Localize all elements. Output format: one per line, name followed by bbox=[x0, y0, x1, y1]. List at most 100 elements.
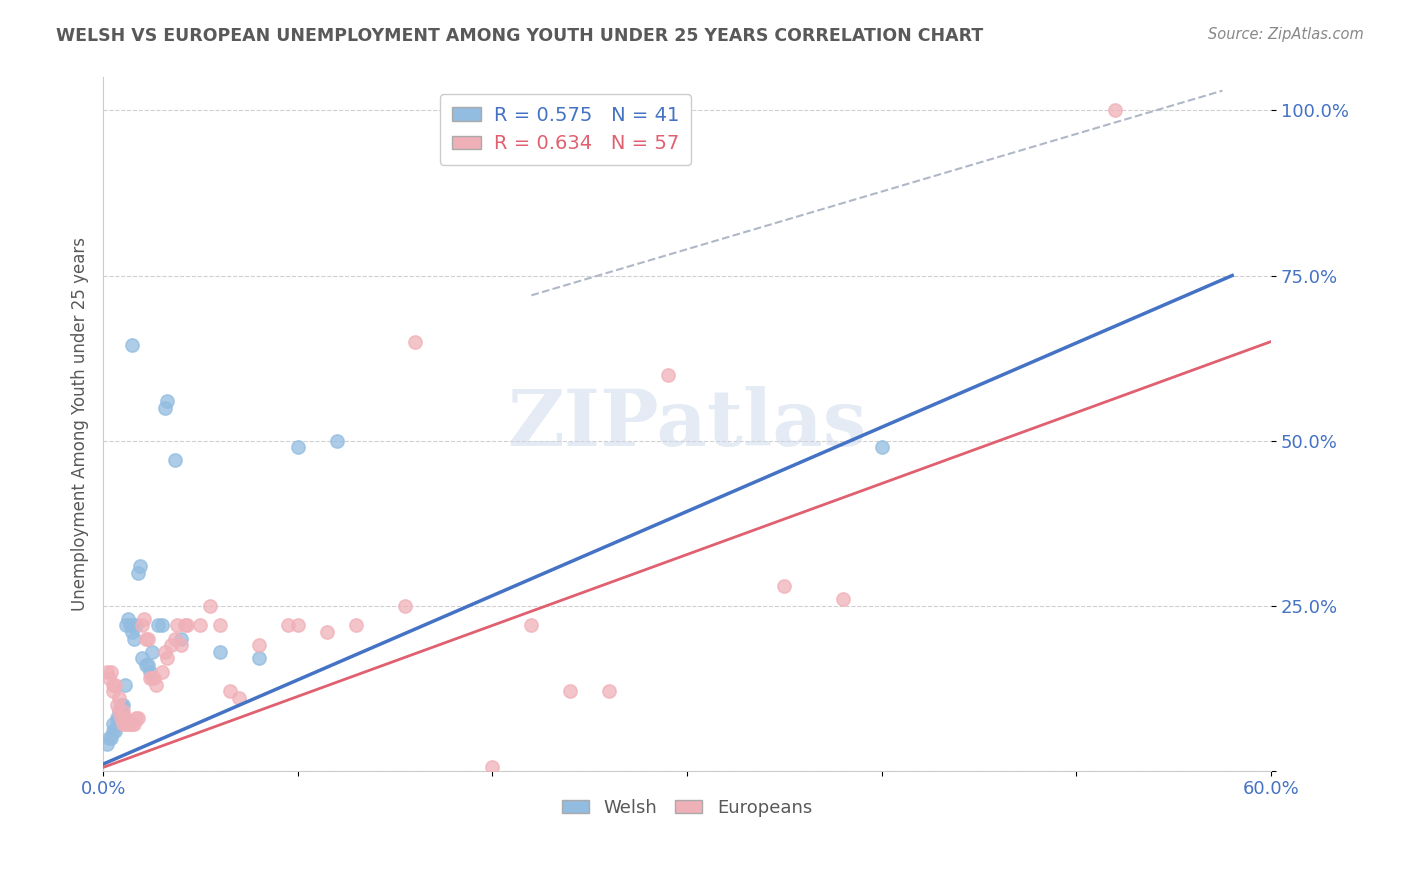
Point bbox=[139, 671, 162, 685]
Point bbox=[115, 618, 138, 632]
Point bbox=[146, 618, 169, 632]
Point bbox=[404, 334, 426, 349]
Text: WELSH VS EUROPEAN UNEMPLOYMENT AMONG YOUTH UNDER 25 YEARS CORRELATION CHART: WELSH VS EUROPEAN UNEMPLOYMENT AMONG YOU… bbox=[56, 27, 983, 45]
Point bbox=[218, 684, 240, 698]
Point bbox=[141, 645, 163, 659]
Point bbox=[105, 717, 128, 731]
Point bbox=[1104, 103, 1126, 118]
Point bbox=[657, 368, 679, 382]
Point bbox=[96, 665, 118, 679]
Point bbox=[121, 338, 143, 352]
Text: ZIPatlas: ZIPatlas bbox=[508, 386, 868, 462]
Point bbox=[124, 632, 146, 646]
Point bbox=[129, 559, 152, 574]
Point bbox=[111, 704, 134, 718]
Point bbox=[198, 599, 221, 613]
Point bbox=[176, 618, 198, 632]
Point bbox=[165, 453, 187, 467]
Point bbox=[155, 645, 177, 659]
Point bbox=[107, 691, 129, 706]
Point bbox=[127, 711, 149, 725]
Point bbox=[96, 737, 118, 751]
Point bbox=[145, 678, 167, 692]
Point bbox=[166, 618, 188, 632]
Point bbox=[136, 632, 159, 646]
Point bbox=[155, 401, 177, 415]
Point bbox=[170, 632, 193, 646]
Point bbox=[98, 671, 121, 685]
Point bbox=[344, 618, 367, 632]
Point bbox=[135, 632, 157, 646]
Point bbox=[121, 625, 143, 640]
Point bbox=[190, 618, 212, 632]
Point bbox=[101, 717, 124, 731]
Point bbox=[165, 632, 187, 646]
Point bbox=[101, 678, 124, 692]
Point bbox=[111, 717, 134, 731]
Point bbox=[120, 717, 142, 731]
Point bbox=[287, 618, 309, 632]
Point bbox=[287, 440, 309, 454]
Point bbox=[101, 724, 124, 739]
Point bbox=[104, 724, 127, 739]
Point bbox=[325, 434, 347, 448]
Point bbox=[104, 678, 127, 692]
Legend: Welsh, Europeans: Welsh, Europeans bbox=[555, 791, 820, 824]
Point bbox=[228, 691, 250, 706]
Point bbox=[125, 711, 148, 725]
Point bbox=[98, 731, 121, 745]
Point bbox=[141, 671, 163, 685]
Point bbox=[598, 684, 620, 698]
Point bbox=[277, 618, 299, 632]
Point bbox=[117, 717, 139, 731]
Point bbox=[136, 658, 159, 673]
Point bbox=[105, 711, 128, 725]
Point bbox=[114, 711, 136, 725]
Point bbox=[560, 684, 582, 698]
Y-axis label: Unemployment Among Youth under 25 years: Unemployment Among Youth under 25 years bbox=[72, 237, 89, 611]
Text: Source: ZipAtlas.com: Source: ZipAtlas.com bbox=[1208, 27, 1364, 42]
Point bbox=[208, 618, 231, 632]
Point bbox=[107, 704, 129, 718]
Point bbox=[131, 651, 153, 665]
Point bbox=[132, 612, 155, 626]
Point bbox=[110, 704, 132, 718]
Point bbox=[101, 684, 124, 698]
Point bbox=[773, 579, 796, 593]
Point bbox=[110, 698, 132, 712]
Point bbox=[131, 618, 153, 632]
Point bbox=[520, 618, 543, 632]
Point bbox=[107, 711, 129, 725]
Point bbox=[870, 440, 893, 454]
Point bbox=[121, 717, 143, 731]
Point bbox=[121, 618, 143, 632]
Point bbox=[120, 618, 142, 632]
Point bbox=[115, 717, 138, 731]
Point bbox=[316, 625, 339, 640]
Point bbox=[127, 566, 149, 580]
Point bbox=[100, 665, 122, 679]
Point bbox=[110, 711, 132, 725]
Point bbox=[105, 698, 128, 712]
Point bbox=[831, 592, 853, 607]
Point bbox=[139, 665, 162, 679]
Point bbox=[100, 731, 122, 745]
Point bbox=[111, 711, 134, 725]
Point bbox=[117, 612, 139, 626]
Point bbox=[125, 618, 148, 632]
Point bbox=[124, 717, 146, 731]
Point bbox=[135, 658, 157, 673]
Point bbox=[208, 645, 231, 659]
Point bbox=[247, 651, 270, 665]
Point bbox=[394, 599, 416, 613]
Point bbox=[160, 638, 183, 652]
Point bbox=[142, 671, 165, 685]
Point bbox=[156, 651, 179, 665]
Point bbox=[111, 698, 134, 712]
Point bbox=[156, 394, 179, 409]
Point bbox=[107, 704, 129, 718]
Point bbox=[173, 618, 195, 632]
Point bbox=[247, 638, 270, 652]
Point bbox=[481, 760, 503, 774]
Point bbox=[150, 665, 173, 679]
